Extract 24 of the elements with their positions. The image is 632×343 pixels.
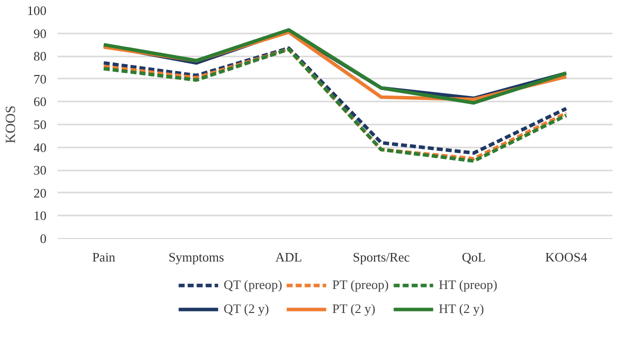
y-tick-label: 20 (34, 185, 46, 200)
y-axis-title: KOOS (4, 105, 19, 144)
x-tick-label: Symptoms (168, 250, 224, 264)
legend-label: PT (preop) (332, 277, 389, 293)
legend-label: QT (2 y) (224, 301, 269, 317)
x-tick-label: Sports/Rec (352, 250, 410, 264)
x-tick-label: KOOS4 (545, 250, 588, 264)
y-tick-label: 100 (27, 3, 46, 18)
y-tick-label: 80 (34, 48, 46, 64)
y-tick-label: 90 (34, 26, 46, 41)
y-tick-label: 0 (40, 231, 46, 246)
legend-label: HT (preop) (438, 277, 498, 293)
x-tick-label: Pain (92, 250, 116, 264)
y-tick-label: 60 (34, 94, 46, 110)
y-tick-label: 50 (34, 117, 46, 132)
x-tick-label: QoL (462, 250, 486, 264)
y-tick-label: 30 (34, 162, 46, 178)
y-tick-label: 70 (34, 71, 46, 86)
x-tick-label: ADL (275, 250, 302, 264)
legend-label: QT (preop) (224, 277, 282, 293)
legend-label: HT (2 y) (438, 301, 484, 317)
y-tick-label: 40 (34, 140, 46, 155)
y-tick-label: 10 (34, 208, 46, 224)
legend-label: PT (2 y) (332, 301, 376, 317)
